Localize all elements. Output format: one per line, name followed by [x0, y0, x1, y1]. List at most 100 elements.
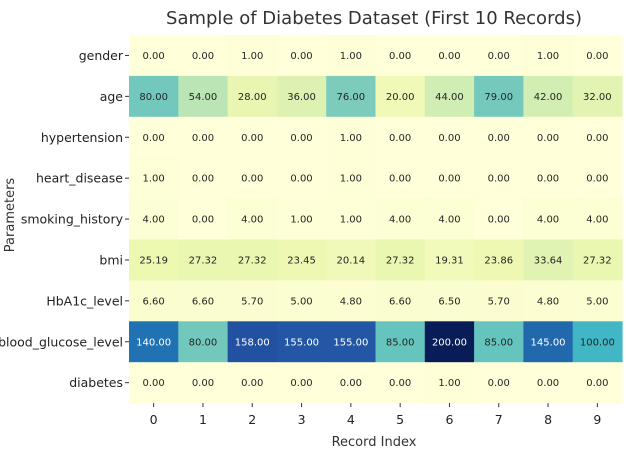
cell-value-bmi-6: 19.31: [435, 255, 464, 266]
cell-value-gender-9: 0.00: [586, 51, 608, 62]
heatmap-cells: 0.00 0.00 1.00 0.00 1.00 0.00 0.00 0.00 1.00 0.00…: [129, 35, 623, 404]
cell-gender-1: [178, 35, 229, 77]
cell-value-gender-6: 0.00: [438, 51, 460, 62]
x-tick-label-7: 7: [495, 412, 503, 427]
x-tick-label-8: 8: [544, 412, 552, 427]
cell-gender-2: [227, 35, 278, 77]
cell-heart-disease-7: [474, 157, 524, 200]
cell-value-blood-glucose-level-6: 200.00: [432, 337, 467, 348]
cell-value-hypertension-7: 0.00: [488, 133, 510, 144]
cell-value-bmi-3: 23.45: [287, 255, 316, 266]
cell-value-heart-disease-7: 0.00: [488, 174, 510, 185]
cell-smoking-history-8: [523, 198, 574, 241]
cell-bmi-0: [129, 239, 179, 281]
cell-value-bmi-5: 27.32: [386, 255, 415, 266]
cell-value-smoking-history-8: 4.00: [537, 215, 559, 226]
x-tick-label-3: 3: [298, 412, 306, 427]
cell-diabetes-1: [178, 362, 229, 404]
cell-heart-disease-0: [129, 157, 179, 200]
x-tick-label-9: 9: [593, 412, 601, 427]
cell-value-diabetes-3: 0.00: [290, 378, 312, 389]
cell-smoking-history-7: [474, 198, 524, 241]
cell-blood-glucose-level-9: [572, 321, 623, 363]
cell-value-age-7: 79.00: [484, 92, 513, 103]
y-tick-label-hypertension: hypertension: [41, 130, 123, 145]
cell-hba1c-level-3: [276, 280, 327, 322]
y-tick-label-gender: gender: [79, 48, 124, 63]
cell-hypertension-9: [572, 116, 623, 159]
cell-value-age-3: 36.00: [287, 92, 316, 103]
cell-bmi-2: [227, 239, 278, 281]
cell-value-heart-disease-8: 0.00: [537, 174, 559, 185]
cell-value-heart-disease-3: 0.00: [290, 174, 312, 185]
cell-value-diabetes-7: 0.00: [488, 378, 510, 389]
cell-value-blood-glucose-level-5: 85.00: [386, 337, 415, 348]
cell-age-3: [276, 75, 327, 118]
cell-diabetes-8: [523, 362, 574, 404]
y-axis-ticks: gender age hypertension heart_diseasesmokin…: [0, 48, 129, 390]
x-tick-label-2: 2: [248, 412, 256, 427]
cell-value-diabetes-0: 0.00: [143, 378, 165, 389]
cell-hypertension-5: [375, 116, 426, 159]
chart-title: Sample of Diabetes Dataset (First 10 Rec…: [166, 8, 582, 29]
cell-bmi-6: [424, 239, 475, 281]
cell-value-bmi-7: 23.86: [484, 255, 513, 266]
cell-blood-glucose-level-4: [326, 321, 377, 363]
cell-hba1c-level-9: [572, 280, 623, 322]
cell-blood-glucose-level-8: [523, 321, 574, 363]
cell-value-smoking-history-4: 1.00: [340, 215, 362, 226]
y-tick-label-age: age: [100, 89, 124, 104]
cell-value-heart-disease-5: 0.00: [389, 174, 411, 185]
cell-hba1c-level-0: [129, 280, 179, 322]
cell-value-bmi-8: 33.64: [534, 255, 563, 266]
cell-value-blood-glucose-level-7: 85.00: [484, 337, 513, 348]
cell-value-hba1c-level-9: 5.00: [586, 296, 608, 307]
y-tick-label-bmi: bmi: [99, 252, 123, 267]
cell-value-hypertension-6: 0.00: [438, 133, 460, 144]
cell-heart-disease-5: [375, 157, 426, 200]
cell-value-age-4: 76.00: [337, 92, 366, 103]
cell-value-hypertension-1: 0.00: [192, 133, 214, 144]
cell-heart-disease-2: [227, 157, 278, 200]
cell-value-hypertension-3: 0.00: [290, 133, 312, 144]
cell-value-heart-disease-2: 0.00: [241, 174, 263, 185]
cell-heart-disease-8: [523, 157, 574, 200]
cell-hypertension-1: [178, 116, 229, 159]
cell-blood-glucose-level-3: [276, 321, 327, 363]
cell-value-blood-glucose-level-1: 80.00: [189, 337, 218, 348]
cell-smoking-history-2: [227, 198, 278, 241]
cell-value-hba1c-level-6: 6.50: [438, 296, 460, 307]
cell-hba1c-level-8: [523, 280, 574, 322]
cell-value-bmi-1: 27.32: [189, 255, 218, 266]
cell-smoking-history-0: [129, 198, 179, 241]
cell-gender-9: [572, 35, 623, 77]
cell-gender-3: [276, 35, 327, 77]
y-tick-label-hba1c-level: HbA1c_level: [46, 293, 123, 308]
y-axis-label: Parameters: [3, 178, 18, 253]
cell-value-gender-5: 0.00: [389, 51, 411, 62]
cell-heart-disease-4: [326, 157, 377, 200]
cell-bmi-4: [326, 239, 377, 281]
cell-value-blood-glucose-level-2: 158.00: [235, 337, 270, 348]
x-tick-label-0: 0: [150, 412, 158, 427]
cell-hypertension-3: [276, 116, 327, 159]
cell-age-0: [129, 75, 179, 118]
cell-diabetes-5: [375, 362, 426, 404]
cell-diabetes-0: [129, 362, 179, 404]
cell-value-gender-0: 0.00: [143, 51, 165, 62]
cell-bmi-3: [276, 239, 327, 281]
cell-value-diabetes-5: 0.00: [389, 378, 411, 389]
cell-blood-glucose-level-5: [375, 321, 426, 363]
cell-age-5: [375, 75, 426, 118]
cell-gender-7: [474, 35, 524, 77]
cell-value-smoking-history-6: 4.00: [438, 215, 460, 226]
cell-value-age-0: 80.00: [139, 92, 168, 103]
cell-value-blood-glucose-level-4: 155.00: [333, 337, 368, 348]
cell-smoking-history-3: [276, 198, 327, 241]
cell-heart-disease-3: [276, 157, 327, 200]
cell-value-heart-disease-9: 0.00: [586, 174, 608, 185]
cell-age-2: [227, 75, 278, 118]
x-tick-label-4: 4: [347, 412, 355, 427]
cell-blood-glucose-level-1: [178, 321, 229, 363]
cell-value-gender-7: 0.00: [488, 51, 510, 62]
